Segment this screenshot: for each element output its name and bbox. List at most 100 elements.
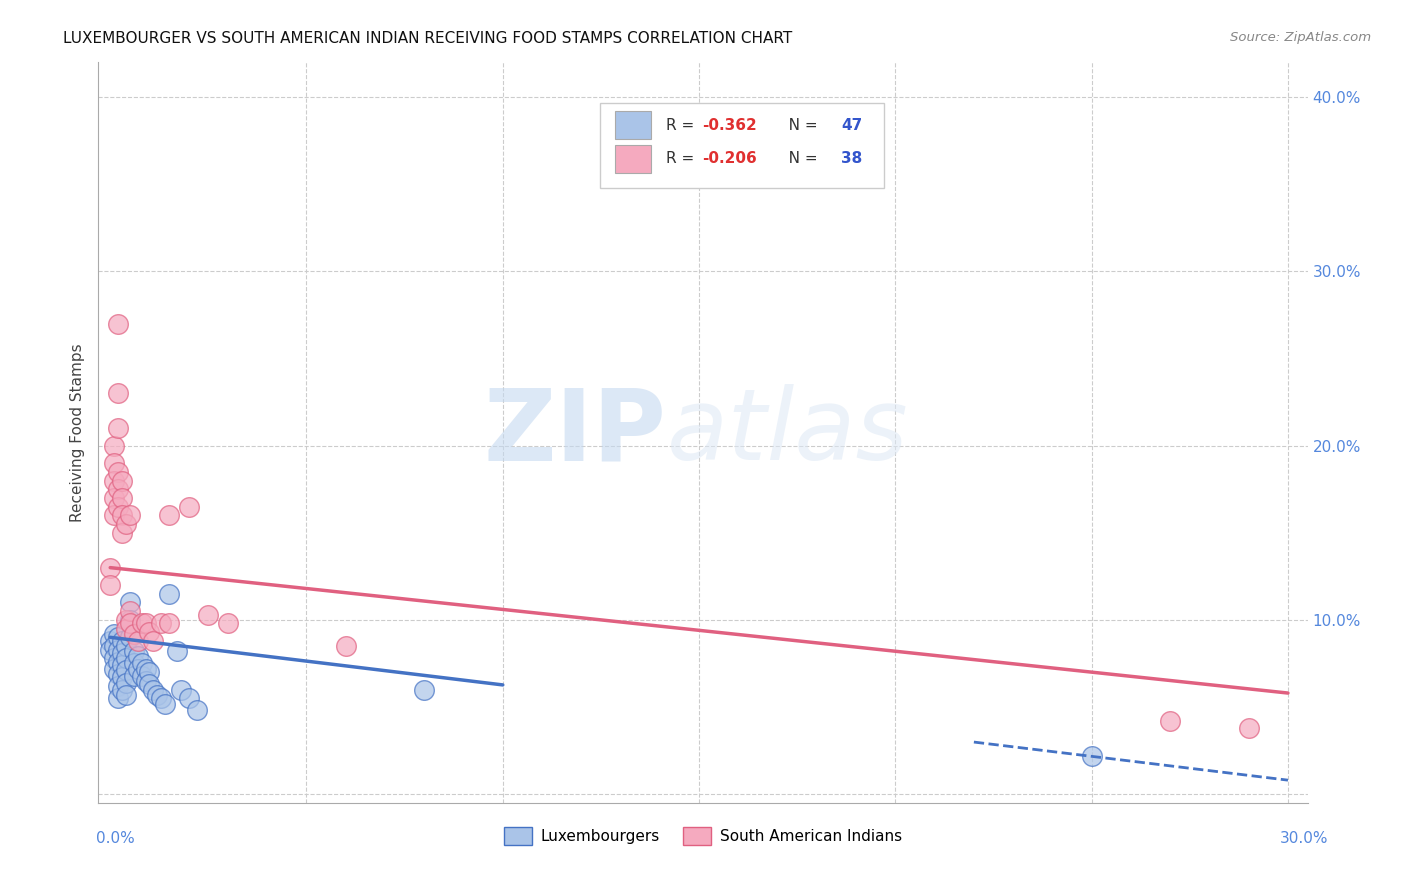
Point bbox=[107, 655, 129, 669]
Point bbox=[103, 639, 125, 653]
Text: 30.0%: 30.0% bbox=[1281, 831, 1329, 846]
Point bbox=[177, 500, 200, 514]
Point bbox=[150, 616, 173, 631]
Point bbox=[186, 703, 208, 717]
Point bbox=[166, 644, 188, 658]
Point bbox=[135, 616, 157, 631]
Text: ZIP: ZIP bbox=[484, 384, 666, 481]
FancyBboxPatch shape bbox=[614, 112, 651, 139]
Point bbox=[122, 668, 145, 682]
Point bbox=[1080, 748, 1102, 763]
Point bbox=[157, 587, 180, 601]
Point bbox=[111, 658, 134, 673]
Point bbox=[131, 668, 153, 682]
Point bbox=[103, 439, 125, 453]
Point bbox=[107, 679, 129, 693]
Text: atlas: atlas bbox=[666, 384, 908, 481]
Point bbox=[118, 616, 141, 631]
Point bbox=[122, 644, 145, 658]
Point bbox=[98, 633, 121, 648]
Point bbox=[111, 633, 134, 648]
Point bbox=[146, 688, 169, 702]
Point bbox=[103, 456, 125, 470]
Point bbox=[118, 508, 141, 523]
Point bbox=[335, 639, 357, 653]
Text: R =: R = bbox=[665, 118, 699, 133]
Point bbox=[197, 607, 219, 622]
Point bbox=[107, 465, 129, 479]
Text: -0.206: -0.206 bbox=[702, 151, 756, 166]
Legend: Luxembourgers, South American Indians: Luxembourgers, South American Indians bbox=[498, 821, 908, 851]
Point bbox=[1159, 714, 1181, 728]
Point bbox=[107, 386, 129, 401]
Text: N =: N = bbox=[775, 151, 823, 166]
Point bbox=[142, 633, 165, 648]
Point bbox=[98, 578, 121, 592]
Point bbox=[111, 682, 134, 697]
Point bbox=[107, 666, 129, 681]
Point bbox=[111, 508, 134, 523]
Point bbox=[115, 675, 138, 690]
Point bbox=[111, 474, 134, 488]
Point bbox=[107, 630, 129, 644]
Text: 0.0%: 0.0% bbox=[96, 831, 135, 846]
Point bbox=[135, 673, 157, 688]
Point bbox=[115, 688, 138, 702]
Point bbox=[157, 616, 180, 631]
Point bbox=[115, 613, 138, 627]
Text: Source: ZipAtlas.com: Source: ZipAtlas.com bbox=[1230, 31, 1371, 45]
Point bbox=[111, 646, 134, 660]
Point bbox=[115, 639, 138, 653]
Point bbox=[98, 642, 121, 657]
Point bbox=[111, 670, 134, 684]
Point bbox=[107, 642, 129, 657]
FancyBboxPatch shape bbox=[614, 145, 651, 173]
Text: N =: N = bbox=[775, 118, 823, 133]
Text: R =: R = bbox=[665, 151, 699, 166]
Point bbox=[127, 662, 149, 676]
Point bbox=[111, 525, 134, 540]
Point bbox=[217, 616, 239, 631]
Point bbox=[127, 633, 149, 648]
Point bbox=[107, 500, 129, 514]
Point bbox=[150, 691, 173, 706]
Point bbox=[107, 421, 129, 435]
Text: -0.362: -0.362 bbox=[702, 118, 756, 133]
Point bbox=[142, 682, 165, 697]
Point bbox=[1237, 721, 1260, 735]
Point bbox=[118, 613, 141, 627]
Point bbox=[115, 517, 138, 532]
Point bbox=[138, 677, 160, 691]
Point bbox=[122, 627, 145, 641]
Point bbox=[413, 682, 436, 697]
Point bbox=[135, 662, 157, 676]
Point bbox=[103, 662, 125, 676]
Point bbox=[115, 651, 138, 665]
Point bbox=[157, 508, 180, 523]
Point bbox=[103, 474, 125, 488]
Point bbox=[98, 560, 121, 574]
Point bbox=[131, 616, 153, 631]
Point bbox=[138, 625, 160, 640]
Point bbox=[107, 691, 129, 706]
Point bbox=[118, 630, 141, 644]
Point bbox=[111, 491, 134, 505]
Point bbox=[127, 649, 149, 664]
Text: LUXEMBOURGER VS SOUTH AMERICAN INDIAN RECEIVING FOOD STAMPS CORRELATION CHART: LUXEMBOURGER VS SOUTH AMERICAN INDIAN RE… bbox=[63, 31, 793, 46]
Point bbox=[103, 651, 125, 665]
Point bbox=[103, 508, 125, 523]
Point bbox=[115, 664, 138, 678]
Point bbox=[153, 697, 176, 711]
Point bbox=[138, 665, 160, 680]
Point bbox=[170, 682, 193, 697]
Point bbox=[118, 604, 141, 618]
Point bbox=[177, 691, 200, 706]
Point bbox=[118, 595, 141, 609]
Point bbox=[131, 657, 153, 671]
Point bbox=[103, 627, 125, 641]
Point bbox=[122, 657, 145, 671]
Point bbox=[107, 317, 129, 331]
Point bbox=[115, 622, 138, 636]
Text: 38: 38 bbox=[841, 151, 862, 166]
Text: 47: 47 bbox=[841, 118, 862, 133]
